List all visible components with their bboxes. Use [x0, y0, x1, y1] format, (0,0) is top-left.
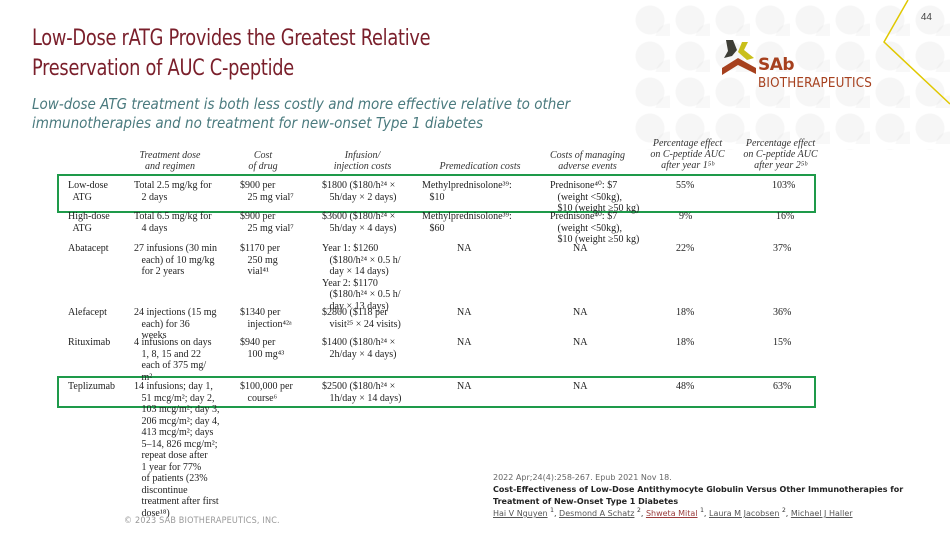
header-year1: Percentage effect on C-peptide AUC after…	[650, 138, 725, 171]
cell-year1: 18%	[676, 337, 695, 348]
highlight-box-teplizumab	[57, 376, 816, 408]
author-affiliation: 1	[700, 507, 704, 514]
author-link[interactable]: Desmond A Schatz	[559, 509, 635, 518]
citation-journal: 2022 Apr;24(4):258-267. Epub 2021 Nov 18…	[493, 473, 672, 482]
cell-dose: 24 injections (15 mg each) for 36 weeks	[134, 307, 217, 341]
company-logo: SAb BIOTHERAPEUTICS	[720, 38, 890, 96]
cell-adverse: Prednisone⁴⁰: $7 (weight <50kg), $10 (we…	[550, 211, 640, 245]
citation-title-line-2: Treatment of New-Onset Type 1 Diabetes	[493, 497, 679, 506]
cell-year2: 15%	[773, 337, 792, 348]
cell-year2: 36%	[773, 307, 792, 318]
cell-cost: $100,000 per course⁶	[240, 381, 293, 404]
cell-cost: $1340 per injection⁴²ᵃ	[240, 307, 292, 330]
page-number: 44	[920, 12, 932, 23]
cell-treatment: Abatacept	[68, 243, 109, 254]
cell-infusion: $3600 ($180/h²⁴ × 5h/day × 4 days)	[322, 211, 397, 234]
cell-cost: $1170 per 250 mg vial⁴¹	[240, 243, 280, 277]
page-title: Low-Dose rATG Provides the Greatest Rela…	[32, 24, 536, 84]
cell-infusion: $2800 ($118 per visit²⁵ × 24 visits)	[322, 307, 401, 330]
cell-cost: $900 per 25 mg vial⁷	[240, 180, 294, 203]
author-affiliation: 2	[781, 507, 786, 514]
title-line-2: Preservation of AUC C-peptide	[32, 56, 295, 81]
cell-cost: $900 per 25 mg vial⁷	[240, 211, 294, 234]
logo-wordmark: SAb	[758, 55, 795, 75]
cell-year1: 55%	[676, 180, 695, 191]
cell-infusion: Year 1: $1260 ($180/h²⁴ × 0.5 h/ day × 1…	[322, 243, 401, 312]
title-line-1: Low-Dose rATG Provides the Greatest Rela…	[32, 26, 431, 51]
page-subtitle: Low-dose ATG treatment is both less cost…	[32, 95, 608, 133]
cell-cost: $940 per 100 mg⁴³	[240, 337, 285, 360]
cell-treatment: High-dose ATG	[68, 211, 110, 234]
cell-year2: 37%	[773, 243, 792, 254]
cell-year2: 16%	[776, 211, 795, 222]
cell-treatment: Alefacept	[68, 307, 107, 318]
cell-infusion: $2500 ($180/h²⁴ × 1h/day × 14 days)	[322, 381, 402, 404]
subtitle-line-2: immunotherapies and no treatment for new…	[32, 114, 484, 132]
cell-treatment: Teplizumab	[68, 381, 116, 392]
corner-accent-line	[883, 0, 950, 105]
author-link[interactable]: Michael J Haller	[790, 509, 853, 518]
cell-premed: NA	[457, 307, 472, 318]
copyright-notice: © 2023 SAB BIOTHERAPEUTICS, INC.	[124, 516, 280, 526]
citation-title-line-1: Cost-Effectiveness of Low-Dose Antithymo…	[493, 485, 904, 494]
header-infusion: Infusion/ injection costs	[333, 150, 392, 172]
sab-logo-icon	[722, 40, 756, 75]
highlight-box-low-dose-atg	[57, 174, 816, 213]
cell-infusion: $1400 ($180/h²⁴ × 2h/day × 4 days)	[322, 337, 397, 360]
author-link[interactable]: Shweta Mital	[645, 509, 698, 518]
citation-block: 2022 Apr;24(4):258-267. Epub 2021 Nov 18…	[493, 472, 903, 520]
cell-year1: 9%	[679, 211, 693, 222]
cell-year1: 22%	[676, 243, 695, 254]
cell-treatment: Low-dose ATG	[68, 180, 108, 203]
author-affiliation: 2	[637, 507, 641, 514]
author-link[interactable]: Hai V Nguyen	[493, 509, 548, 518]
cell-year2: 63%	[773, 381, 792, 392]
logo-subtitle: BIOTHERAPEUTICS	[758, 76, 873, 91]
cell-infusion: $1800 ($180/h²⁴ × 5h/day × 2 days)	[322, 180, 397, 203]
citation-authors: Hai V Nguyen 1, Desmond A Schatz 2, Shwe…	[493, 507, 853, 519]
cell-year1: 48%	[676, 381, 695, 392]
subtitle-line-1: Low-dose ATG treatment is both less cost…	[32, 95, 571, 113]
author-affiliation: 1	[550, 507, 554, 514]
cell-adverse: NA	[573, 307, 588, 318]
cell-dose: Total 6.5 mg/kg for 4 days	[134, 211, 212, 234]
cell-treatment: Rituximab	[68, 337, 111, 348]
cell-premed: Methylprednisolone³⁹: $60	[422, 211, 512, 234]
header-year2: Percentage effect on C-peptide AUC after…	[743, 138, 818, 171]
cell-year2: 103%	[772, 180, 796, 191]
cell-adverse: NA	[573, 381, 588, 392]
cell-year1: 18%	[676, 307, 695, 318]
header-dose: Treatment dose and regimen	[139, 150, 201, 172]
hexagon-background-pattern	[630, 0, 950, 150]
citation-title: Cost-Effectiveness of Low-Dose Antithymo…	[493, 484, 903, 508]
author-link[interactable]: Laura M Jacobsen	[709, 509, 780, 518]
header-premed: Premedication costs	[439, 161, 521, 172]
cell-adverse: NA	[573, 243, 588, 254]
cell-adverse: Prednisone⁴⁰: $7 (weight <50kg), $10 (we…	[550, 180, 640, 214]
cell-dose: 4 infusions on days 1, 8, 15 and 22 each…	[134, 337, 212, 383]
cell-premed: Methylprednisolone³⁹: $10	[422, 180, 512, 203]
cell-premed: NA	[457, 337, 472, 348]
cell-dose: Total 2.5 mg/kg for 2 days	[134, 180, 212, 203]
cell-adverse: NA	[573, 337, 588, 348]
header-cost: Cost of drug	[248, 150, 278, 172]
header-adverse: Costs of managing adverse events	[549, 150, 625, 172]
cell-dose: 27 infusions (30 min each) of 10 mg/kg f…	[134, 243, 218, 277]
cell-premed: NA	[457, 243, 472, 254]
cell-dose: 14 infusions; day 1, 51 mcg/m²; day 2, 1…	[134, 381, 220, 519]
cell-premed: NA	[457, 381, 472, 392]
